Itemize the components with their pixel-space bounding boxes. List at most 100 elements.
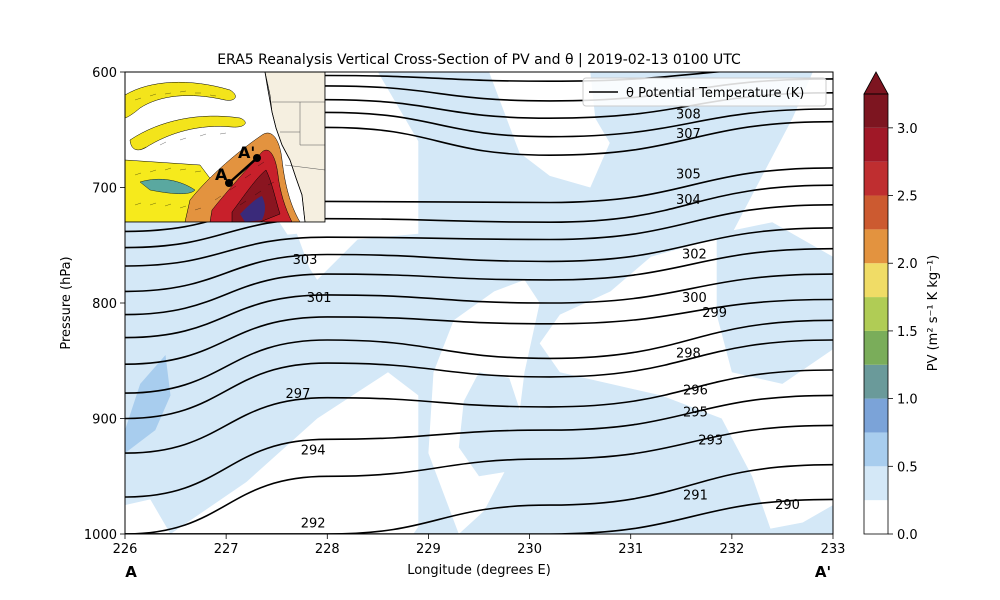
x-axis: 226 227 228 229 230 231 232 233 (113, 534, 846, 557)
colorbar-cell (864, 432, 888, 467)
inset-wind-barbs (134, 90, 275, 211)
colorbar-tick-label: 1.0 (897, 393, 918, 408)
theta-label-300: 300 (682, 291, 707, 306)
theta-contour-302 (125, 184, 833, 249)
legend: θ Potential Temperature (K) (582, 77, 827, 107)
pv-region-1 (170, 372, 419, 534)
colorbar-tick-label: 2.0 (897, 257, 918, 272)
theta-contour-292 (125, 424, 833, 534)
x-tick-label: 232 (719, 542, 744, 557)
x-tick-label: 229 (416, 542, 441, 557)
inset-map: A A' (125, 72, 325, 222)
inset-pv-purple (240, 196, 265, 222)
y-tick-label: 600 (92, 66, 117, 81)
legend-box (582, 77, 827, 107)
theta-label-307: 307 (676, 127, 701, 142)
theta-contour-298 (125, 273, 833, 339)
colorbar-cell (864, 263, 888, 298)
colorbar-tick-label: 0.0 (897, 528, 918, 543)
colorbar-cell (864, 500, 888, 534)
x-tick-label: 227 (214, 542, 239, 557)
pv-region-13 (125, 355, 171, 454)
theta-contour-294 (125, 369, 833, 454)
y-tick-label: 1000 (84, 528, 117, 543)
inset-section-start-marker (225, 179, 233, 187)
colorbar-cell (864, 364, 888, 399)
inset-section-end-label: A' (238, 143, 255, 162)
inset-pv-teal (139, 179, 196, 194)
colorbar-cell (864, 161, 888, 196)
pv-region-7 (125, 233, 323, 488)
theta-label-294: 294 (301, 444, 326, 459)
theta-label-296: 296 (683, 384, 708, 399)
theta-contour-290 (125, 498, 833, 534)
x-tick-label: 230 (517, 542, 542, 557)
theta-contour-295 (125, 339, 833, 420)
colorbar-extend-arrow (863, 71, 889, 95)
theta-label-308: 308 (676, 108, 701, 123)
x-tick-label: 228 (315, 542, 340, 557)
theta-contour-297 (125, 298, 833, 365)
theta-contour-299 (125, 247, 833, 316)
colorbar-tick-label: 2.5 (897, 190, 918, 205)
inset-pv-yellow-band (125, 81, 236, 119)
colorbar-tick-label: 3.0 (897, 122, 918, 137)
theta-label-295: 295 (683, 406, 708, 421)
theta-contour-301 (125, 204, 833, 267)
inset-section-end-marker (253, 154, 261, 162)
pv-region-12 (742, 505, 833, 534)
y-tick-label: 800 (92, 297, 117, 312)
x-axis-label: Longitude (degrees E) (407, 563, 551, 578)
theta-label-298: 298 (676, 347, 701, 362)
colorbar-cells (864, 94, 888, 534)
colorbar-cell (864, 94, 888, 128)
pv-region-6 (125, 499, 171, 534)
theta-label-292: 292 (301, 516, 326, 531)
pv-region-4 (539, 72, 833, 534)
theta-label-293: 293 (698, 433, 723, 448)
colorbar-cell (864, 229, 888, 264)
theta-label-304: 304 (676, 193, 701, 208)
inset-land-borders (272, 101, 325, 171)
colorbar-frame (863, 93, 889, 535)
inset-coast (264, 72, 306, 222)
theta-label-303: 303 (293, 253, 318, 268)
theta-contour-291 (125, 463, 833, 534)
pv-region-11 (413, 505, 449, 534)
theta-label-297: 297 (286, 387, 311, 402)
colorbar-cell (864, 297, 888, 331)
colorbar-cell (864, 466, 888, 501)
x-tick-label: 226 (113, 542, 138, 557)
theta-contour-293 (125, 394, 833, 498)
y-tick-label: 700 (92, 182, 117, 197)
theta-label-301: 301 (307, 291, 332, 306)
colorbar-cell (864, 127, 888, 162)
x-tick-label: 233 (821, 542, 846, 557)
y-axis-label: Pressure (hPa) (59, 256, 74, 349)
colorbar-cell (864, 398, 888, 433)
legend-entry: θ Potential Temperature (K) (626, 86, 804, 101)
colorbar-tick-label: 1.5 (897, 325, 918, 340)
colorbar-tick-label: 0.5 (897, 460, 918, 475)
theta-contour-300 (125, 227, 833, 293)
theta-label-305: 305 (676, 168, 701, 183)
colorbar-label: PV (m² s⁻¹ K kg⁻¹) (926, 255, 941, 372)
colorbar-ticks: 0.0 0.5 1.0 1.5 2.0 2.5 3.0 (888, 122, 918, 543)
colorbar-cell (864, 195, 888, 230)
colorbar: 0.0 0.5 1.0 1.5 2.0 2.5 3.0 PV (m² s⁻¹ K kg⁻¹) (863, 71, 941, 543)
theta-label-302: 302 (682, 247, 707, 262)
theta-label-299: 299 (702, 306, 727, 321)
chart-title: ERA5 Reanalysis Vertical Cross-Section o… (217, 52, 741, 68)
colorbar-cell (864, 330, 888, 365)
y-axis: 600 700 800 900 1000 (84, 66, 125, 543)
inset-section-line (228, 157, 258, 184)
pv-region-10 (458, 372, 525, 477)
theta-contour-296 (125, 319, 833, 394)
section-start-label: A (125, 563, 137, 581)
pv-region-8 (716, 222, 833, 384)
theta-label-291: 291 (683, 489, 708, 504)
inset-pv-darkred (231, 169, 281, 222)
inset-section-start-label: A (215, 165, 228, 184)
